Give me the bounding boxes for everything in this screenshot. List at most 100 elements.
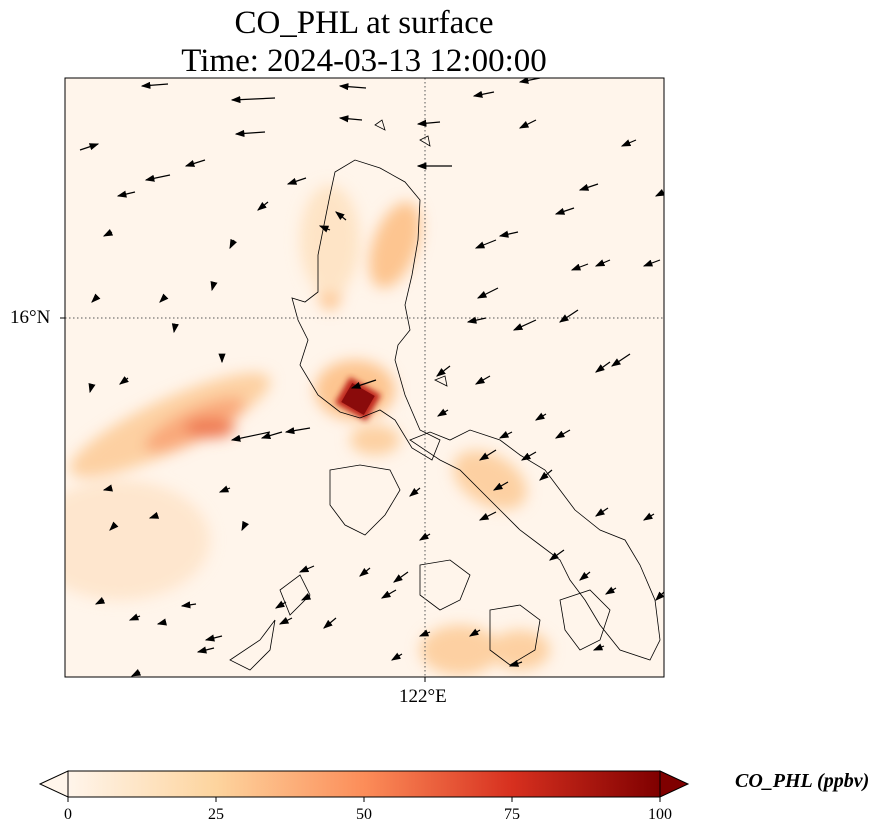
wind-arrow [300, 593, 312, 601]
wind-arrow [180, 601, 197, 609]
wind-arrow [474, 375, 491, 385]
wind-arrow [520, 451, 537, 461]
wind-vectors [79, 78, 664, 677]
map-frame [64, 77, 665, 678]
wind-arrow [393, 571, 409, 583]
wind-arrow [508, 659, 523, 667]
colorbar-extend-max [659, 770, 690, 798]
wind-arrow [156, 618, 168, 626]
wind-arrow [492, 481, 509, 491]
colorbar-ticks [67, 797, 661, 802]
wind-arrow [91, 293, 101, 303]
wind-arrow [570, 263, 589, 271]
wind-arrow [436, 408, 449, 417]
wind-arrow [559, 309, 579, 323]
wind-arrow [554, 207, 575, 215]
wind-arrow [478, 449, 497, 461]
wind-arrow [148, 511, 160, 519]
wind-arrow [234, 129, 266, 138]
wind-arrow [286, 177, 307, 185]
wind-arrow [284, 427, 311, 435]
wind-arrow [204, 634, 223, 642]
wind-arrow [140, 81, 169, 89]
wind-arrow [159, 293, 169, 303]
wind-arrow [338, 115, 363, 123]
wind-arrow [409, 487, 421, 497]
wind-arrow [323, 617, 337, 629]
colorbar-tick-0: 0 [64, 806, 72, 823]
wind-arrow [257, 201, 269, 211]
colorbar-body [68, 771, 660, 797]
wind-arrow [436, 365, 451, 377]
wind-arrow [260, 431, 283, 440]
wind-arrow [518, 78, 541, 84]
wind-arrow [592, 643, 605, 651]
wind-arrow [102, 484, 114, 492]
wind-arrow [534, 412, 547, 421]
wind-arrow [109, 521, 119, 531]
wind-arrow [102, 229, 114, 237]
lon-tick-label: 122°E [399, 686, 447, 707]
colorbar-extend-min [38, 770, 69, 798]
coastline [229, 119, 661, 671]
colorbar-tick-25: 25 [208, 806, 224, 823]
wind-arrow [642, 512, 655, 521]
wind-arrow [196, 646, 215, 654]
wind-arrow [128, 613, 141, 621]
wind-arrow [498, 431, 513, 439]
wind-arrow [380, 589, 397, 599]
map-title-line1: CO_PHL at surface [234, 5, 494, 41]
wind-arrow [130, 669, 142, 677]
wind-arrow [359, 567, 371, 577]
wind-arrow [476, 287, 499, 299]
wind-arrow [604, 586, 617, 595]
wind-arrow [318, 225, 331, 233]
wind-arrow [171, 323, 179, 334]
wind-arrow [79, 143, 100, 151]
colorbar-tick-100: 100 [648, 806, 672, 823]
wind-arrow [595, 361, 611, 373]
wind-arrow [218, 485, 231, 493]
wind-arrow [478, 511, 497, 521]
wind-arrow [468, 628, 481, 637]
wind-arrow [278, 617, 293, 625]
wind-arrow [298, 565, 315, 573]
concentration-field [65, 185, 550, 675]
wind-arrow [655, 591, 664, 601]
wind-arrow [229, 238, 237, 250]
wind-arrow [418, 532, 431, 541]
wind-arrow [578, 183, 599, 191]
colorbar-tick-50: 50 [356, 806, 372, 823]
wind-arrow [549, 549, 565, 561]
wind-arrow [474, 239, 497, 249]
wind-arrow [620, 139, 637, 147]
wind-arrow [274, 600, 287, 609]
wind-arrow [418, 629, 431, 637]
wind-arrow [466, 316, 487, 324]
wind-arrow [88, 382, 96, 394]
lat-tick-label: 16°N [10, 307, 51, 328]
wind-arrow [241, 520, 249, 532]
colorbar [38, 770, 690, 802]
wind-arrow [594, 259, 611, 267]
wind-arrow [210, 280, 218, 292]
wind-arrow [498, 230, 519, 238]
colorbar-tick-75: 75 [504, 806, 520, 823]
wind-arrow [539, 469, 553, 481]
hotspot-core [341, 382, 375, 416]
wind-arrow [338, 83, 367, 91]
wind-arrow [416, 119, 441, 127]
colorbar-label: CO_PHL (ppbv) [735, 770, 870, 792]
wind-arrow [390, 652, 403, 661]
wind-arrow [184, 159, 206, 167]
wind-arrow [654, 189, 664, 197]
wind-arrow [595, 507, 609, 517]
wind-arrow [642, 259, 661, 267]
wind-arrow [144, 174, 171, 182]
wind-arrow [518, 119, 537, 129]
wind-arrow [119, 376, 129, 385]
wind-arrow [94, 597, 106, 605]
wind-arrow [611, 353, 631, 367]
wind-arrow [472, 90, 495, 98]
